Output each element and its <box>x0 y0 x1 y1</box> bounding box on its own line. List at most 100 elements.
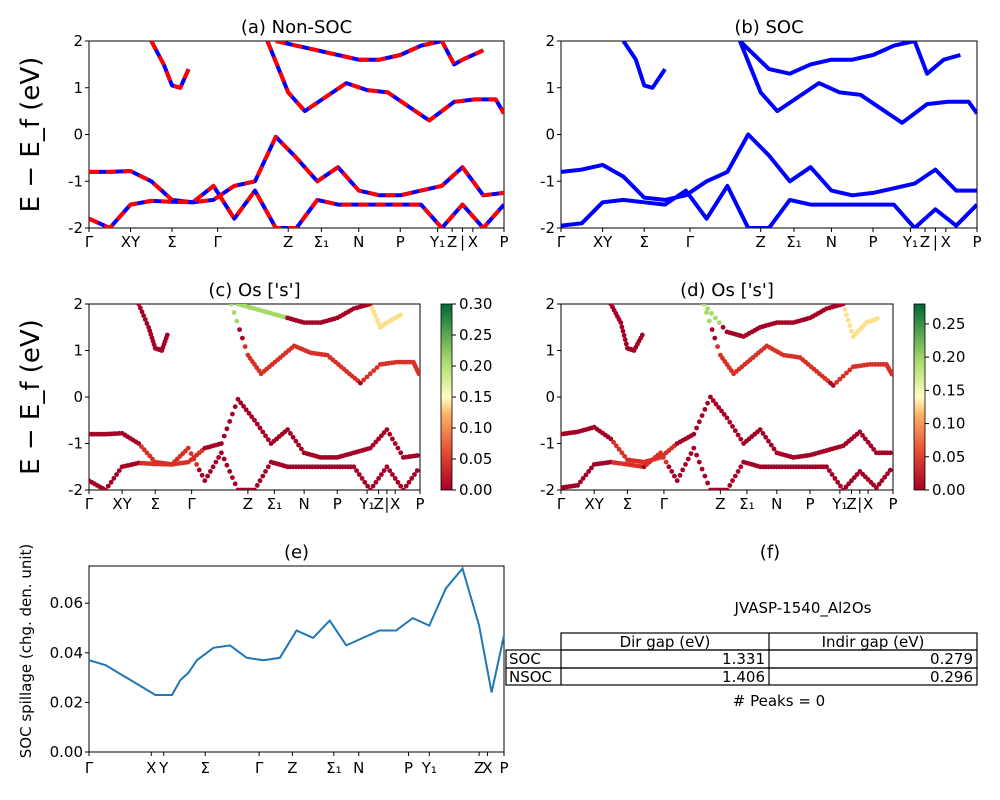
scatter-point <box>194 462 200 467</box>
x-tick-label: Z <box>920 233 930 251</box>
x-tick-label: Γ <box>85 233 94 251</box>
scatter-point <box>299 446 304 452</box>
scatter-point <box>623 341 629 347</box>
scatter-point <box>116 468 122 473</box>
scatter-point <box>834 379 839 385</box>
scatter-point <box>838 483 843 489</box>
scatter-point <box>694 452 699 458</box>
scatter-point <box>373 479 379 485</box>
x-tick-label: Σ <box>150 495 159 513</box>
x-tick-label: | <box>460 233 465 251</box>
scatter-point <box>738 464 744 470</box>
material-id: JVASP-1540_Al2Os <box>734 599 872 618</box>
panel-e-spillage: 0.000.020.040.06Γ X Y Σ Γ Z Σ₁ N P Y₁ ZX P(e)SOC sp… <box>17 542 509 777</box>
scatter-point <box>847 323 853 329</box>
x-tick-label: Σ₁ <box>267 495 283 513</box>
colorbar-tick-label: 0.20 <box>932 348 965 366</box>
scatter-point <box>847 367 853 373</box>
scatter-point <box>619 324 625 330</box>
scatter-point <box>887 467 893 473</box>
scatter-point <box>147 453 153 459</box>
scatter-point <box>860 433 865 438</box>
scatter-point <box>409 476 415 481</box>
band-line-red-1 <box>89 183 504 228</box>
scatter-point <box>371 309 377 315</box>
x-tick-label: Σ <box>639 233 648 251</box>
colorbar-tick-label: 0.30 <box>459 295 492 313</box>
scatter-point <box>238 400 244 406</box>
scatter-point <box>849 328 854 334</box>
scatter-group <box>561 304 893 490</box>
x-tick-label: Z <box>715 495 725 513</box>
scatter-point <box>832 476 838 481</box>
panel-title: (e) <box>284 542 309 563</box>
scatter-point <box>868 443 874 449</box>
scatter-point <box>887 450 893 456</box>
scatter-point <box>696 419 702 425</box>
scatter-point <box>622 453 627 459</box>
colorbar-tick-label: 0.00 <box>932 481 965 499</box>
scatter-point <box>235 396 241 402</box>
x-tick-label: P <box>396 233 405 251</box>
x-tick-label: XY <box>121 233 141 251</box>
scatter-point <box>732 428 738 434</box>
scatter-point <box>136 441 142 446</box>
colorbar-tick-label: 0.00 <box>459 481 492 499</box>
peaks-count: # Peaks = 0 <box>733 692 825 710</box>
scatter-point <box>622 337 628 342</box>
scatter-point <box>398 483 404 489</box>
scatter-point <box>367 445 373 451</box>
scatter-point <box>367 487 373 490</box>
table-row-label-soc: SOC <box>509 650 541 668</box>
x-tick-label: Γ <box>660 495 669 513</box>
scatter-point <box>735 469 741 474</box>
scatter-point <box>208 469 213 474</box>
scatter-point <box>108 479 114 485</box>
scatter-point <box>851 475 857 480</box>
scatter-point <box>691 431 697 437</box>
scatter-point <box>578 479 583 485</box>
y-tick-label: 0 <box>73 388 83 406</box>
scatter-point <box>216 455 222 460</box>
scatter-point <box>620 328 626 334</box>
scatter-point <box>219 450 224 456</box>
scatter-point <box>139 309 145 315</box>
y-tick-label: -2 <box>68 219 83 237</box>
scatter-point <box>227 419 233 424</box>
scatter-point <box>376 321 381 326</box>
colorbar-tick-label: 0.25 <box>459 326 492 344</box>
scatter-point <box>666 464 672 470</box>
scatter-point <box>680 467 686 473</box>
scatter-point <box>372 313 378 318</box>
x-tick-label: Y₁ <box>429 233 445 251</box>
scatter-point <box>619 450 625 456</box>
scatter-point <box>865 439 871 445</box>
scatter-point <box>871 446 876 452</box>
scatter-point <box>252 417 257 423</box>
scatter-point <box>846 481 852 487</box>
band-line-red-0 <box>89 134 504 205</box>
panel-title: (d) Os ['s'] <box>680 280 774 301</box>
x-tick-label: Σ₁ <box>326 759 342 777</box>
scatter-point <box>709 327 715 332</box>
y-tick-label: -2 <box>540 481 555 499</box>
scatter-point <box>727 483 733 488</box>
band-line-blue-0 <box>89 134 504 205</box>
scatter-point <box>205 473 211 479</box>
scatter-point <box>249 414 255 420</box>
scatter-point <box>720 324 726 330</box>
scatter-point <box>829 472 835 477</box>
scatter-point <box>257 425 263 431</box>
scatter-point <box>724 487 730 490</box>
y-tick-label: 0 <box>545 126 555 144</box>
colorbar <box>440 303 453 491</box>
scatter-point <box>381 468 387 473</box>
scatter-point <box>730 424 735 429</box>
y-tick-label: -2 <box>540 219 555 237</box>
scatter-point <box>374 365 380 370</box>
scatter-point <box>843 484 849 490</box>
scatter-point <box>219 441 224 446</box>
scatter-point <box>231 310 237 315</box>
x-tick-label: X <box>390 495 400 513</box>
scatter-point <box>144 450 150 456</box>
